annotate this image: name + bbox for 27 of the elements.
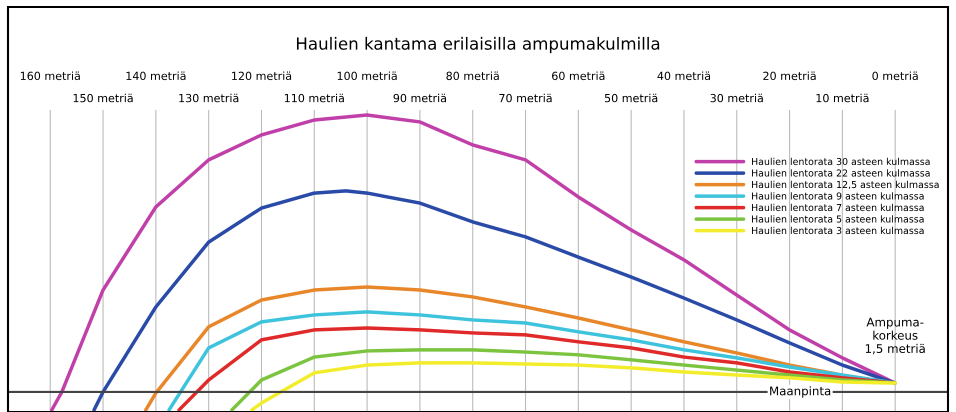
x2-tick-label: 150 metriä: [74, 94, 133, 102]
x-tick-label: 0 metriä: [872, 71, 918, 80]
x-tick-label: 160 metriä: [20, 71, 80, 80]
legend-label: Haulien lentorata 5 asteen kulmassa: [752, 215, 924, 223]
x-tick-label: 100 metriä: [338, 71, 397, 80]
x-tick-label: 80 metriä: [446, 71, 499, 80]
x-tick-label: 120 metriä: [232, 71, 292, 80]
legend-label: Haulien lentorata 3 asteen kulmassa: [752, 226, 924, 234]
x-tick-label: 40 metriä: [657, 71, 710, 80]
x-tick-label: 140 metriä: [126, 71, 186, 80]
x-tick-label: 20 metriä: [763, 71, 816, 80]
x2-tick-label: 70 metriä: [499, 94, 552, 102]
x2-tick-label: 90 metriä: [394, 94, 446, 102]
chart-title: Haulien kantama erilaisilla ampumakulmilla: [296, 36, 660, 54]
ref-line-label: Maanpinta: [770, 386, 830, 398]
x2-tick-label: 30 metriä: [710, 94, 763, 102]
legend-label: Haulien lentorata 12,5 asteen kulmassa: [752, 180, 939, 190]
legend-label: Haulien lentorata 30 asteen kulmassa: [752, 158, 930, 166]
legend-label: Haulien lentorata 22 asteen kulmassa: [752, 169, 930, 177]
legend-label: Haulien lentorata 7 asteen kulmassa: [752, 204, 924, 212]
annotation: Ampuma- korkeus 1,5 metriä: [866, 318, 925, 354]
x2-tick-label: 50 metriä: [604, 94, 658, 102]
x2-tick-label: 130 metriä: [179, 94, 238, 102]
legend-label: Haulien lentorata 9 asteen kulmassa: [752, 192, 924, 200]
x-tick-label: 60 metriä: [552, 71, 604, 80]
x2-tick-label: 110 metriä: [284, 94, 344, 102]
x2-tick-label: 10 metriä: [816, 94, 868, 102]
